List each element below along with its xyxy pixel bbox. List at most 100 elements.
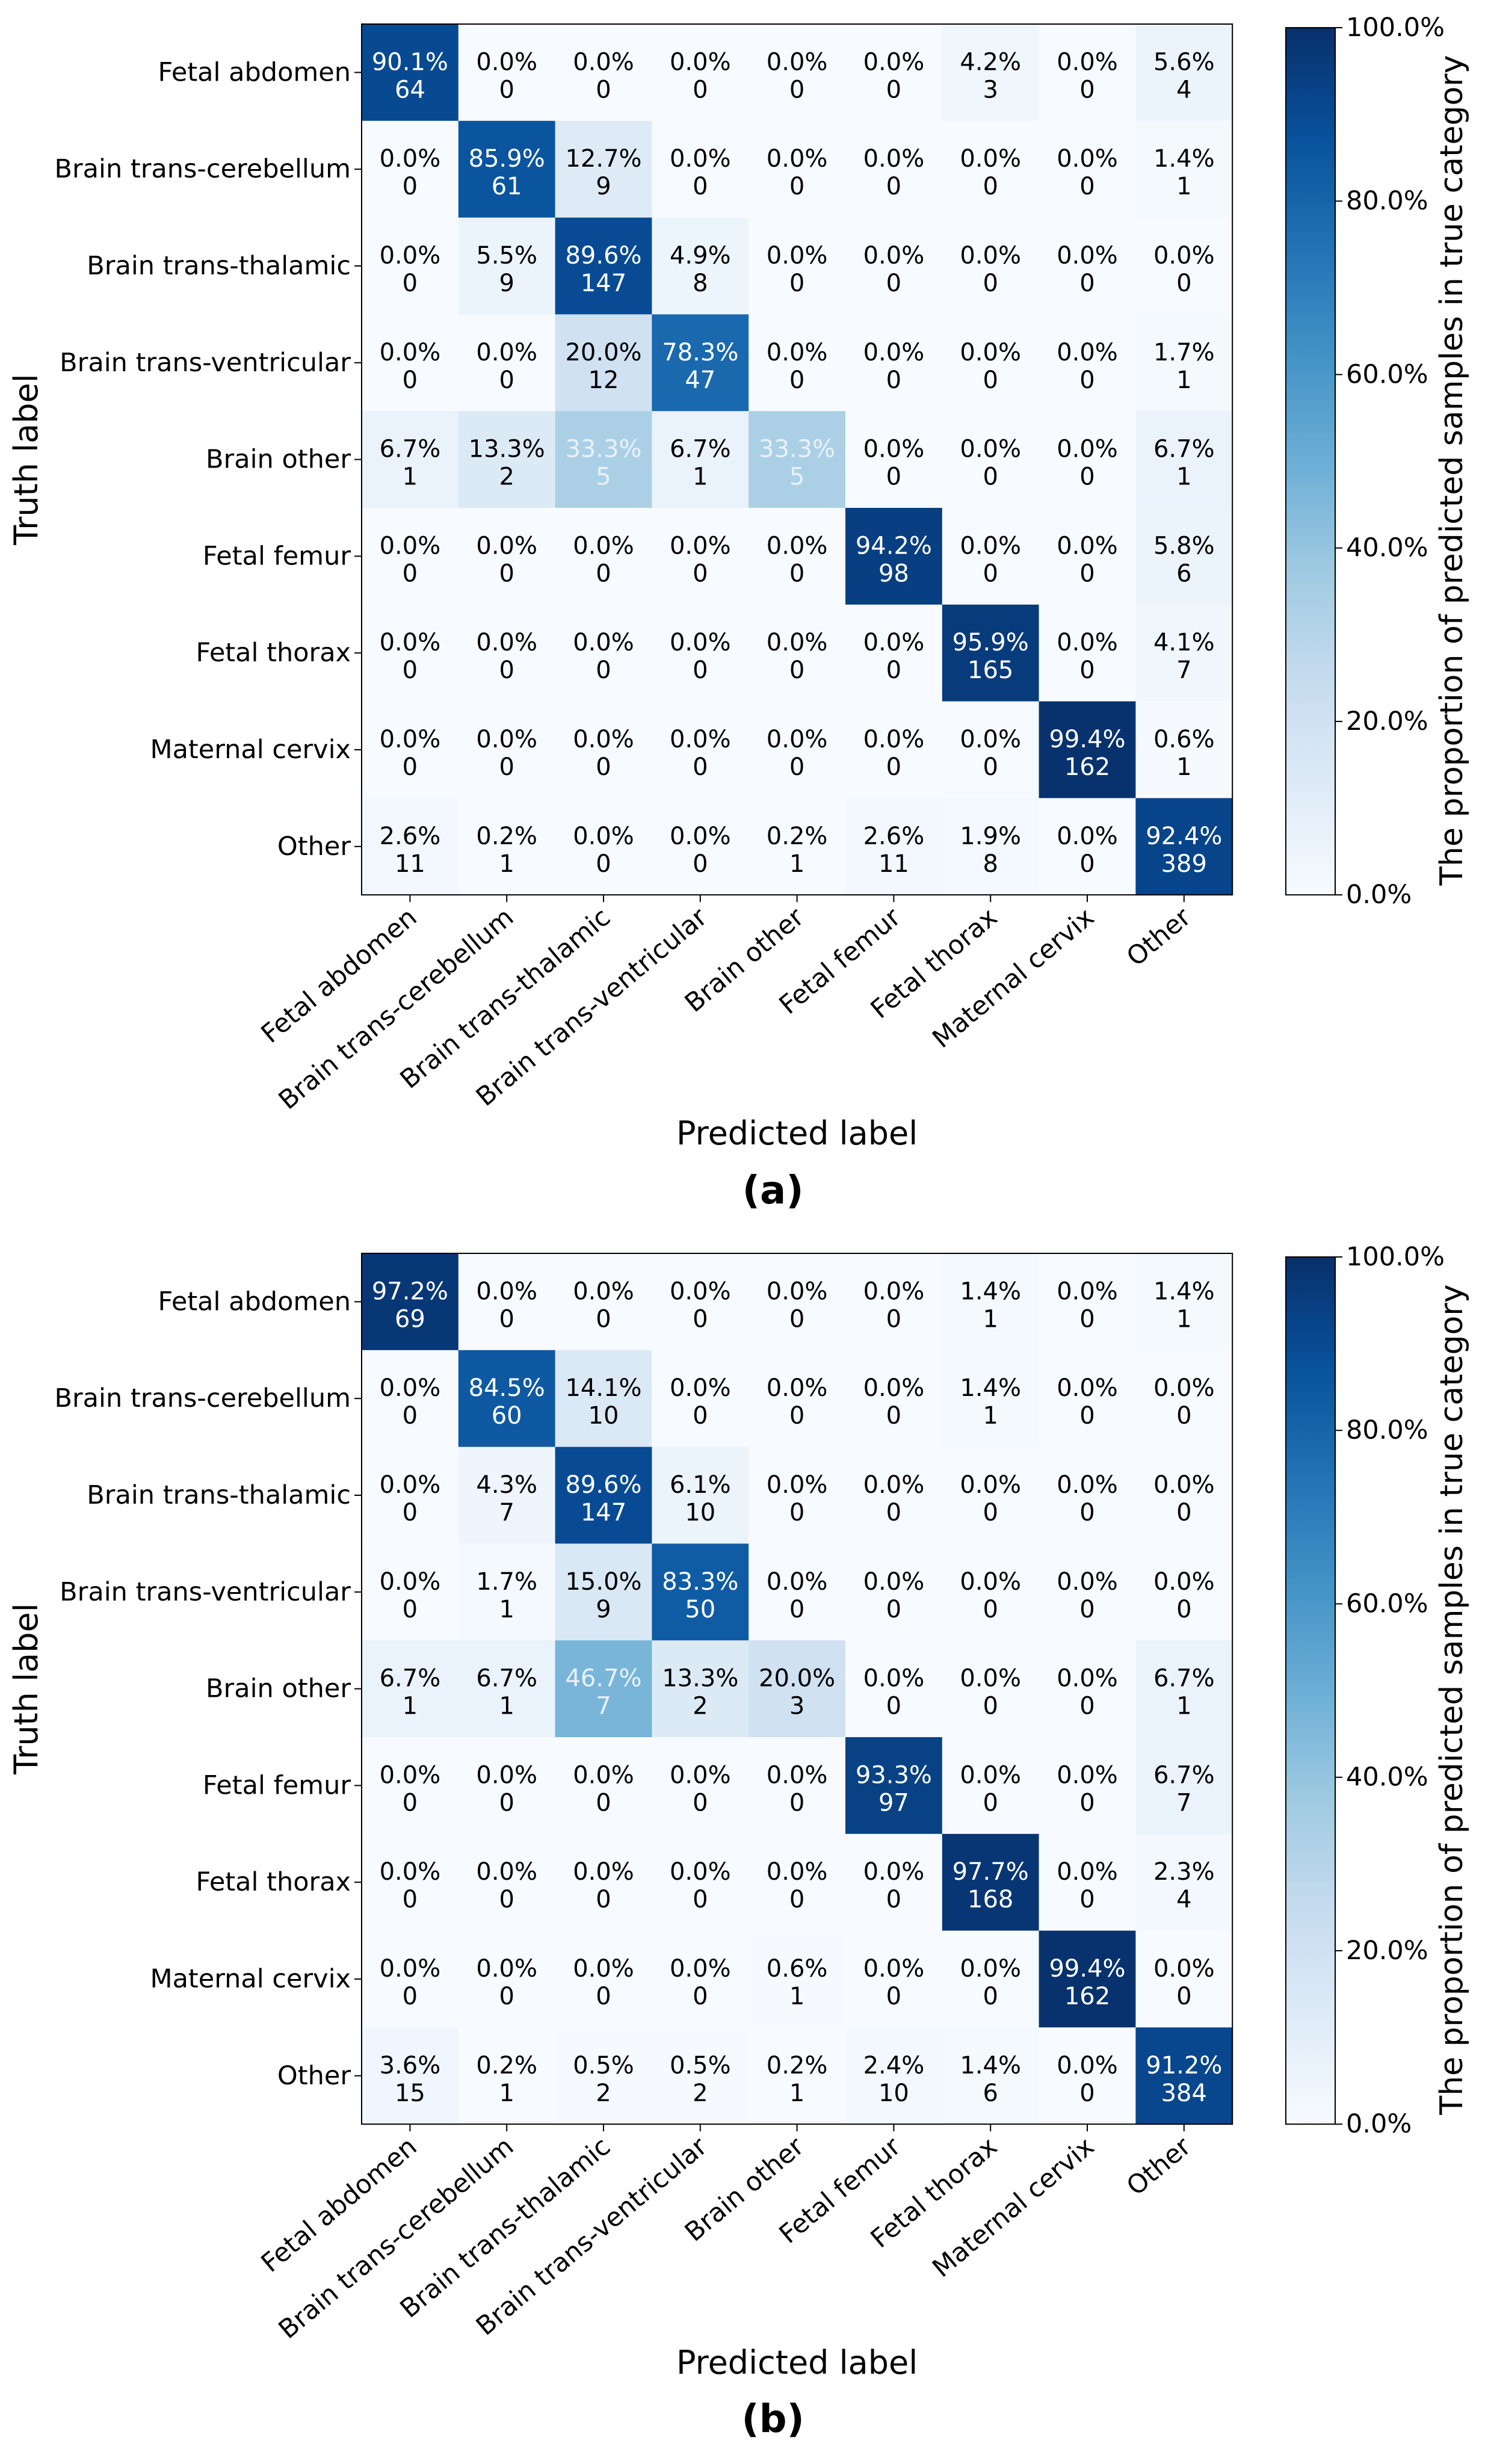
cell-percent-label: 46.7% [565,1665,641,1693]
y-tick-label: Fetal abdomen [158,1286,351,1317]
cell-percent-label: 0.0% [1057,48,1118,76]
cell-percent-label: 0.0% [767,48,828,76]
cell-percent-label: 84.5% [469,1374,545,1402]
cell-count-label: 0 [789,656,804,684]
heatmap-cell [652,217,749,315]
heatmap-cell [1039,1640,1136,1738]
heatmap-cell [362,1930,459,2028]
cell-percent-label: 0.0% [380,1955,441,1983]
cell-percent-label: 89.6% [565,242,641,270]
cell-percent-label: 0.0% [1057,1858,1118,1886]
cell-count-label: 0 [403,1983,418,2010]
heatmap-cell [362,1543,459,1641]
cell-count-label: 0 [983,1499,998,1527]
cell-percent-label: 0.0% [476,48,537,76]
y-tick-label: Fetal femur [203,1770,351,1800]
cell-percent-label: 0.0% [960,1471,1021,1499]
heatmap-cell [652,120,749,218]
cell-count-label: 0 [403,1789,418,1817]
cell-percent-label: 0.0% [767,1568,828,1596]
cell-percent-label: 0.0% [767,1858,828,1886]
cell-percent-label: 0.0% [573,1277,634,1305]
cell-percent-label: 90.1% [372,48,448,76]
cell-percent-label: 0.0% [767,1277,828,1305]
cell-percent-label: 0.0% [960,1665,1021,1693]
cell-count-label: 11 [878,850,909,878]
cell-count-label: 9 [499,270,514,297]
cell-percent-label: 0.0% [476,339,537,366]
cell-percent-label: 97.2% [372,1277,448,1305]
cell-percent-label: 6.7% [1153,1761,1215,1789]
cell-count-label: 0 [983,270,998,297]
cell-percent-label: 0.0% [476,1761,537,1789]
y-tick-label: Fetal thorax [196,638,351,668]
cell-percent-label: 0.0% [573,1761,634,1789]
heatmap-cell [845,1253,943,1351]
heatmap-cell [749,798,846,895]
colorbar-tick-label: 40.0% [1346,1762,1428,1792]
heatmap-cell [1039,120,1136,218]
cell-count-label: 7 [1176,1789,1191,1817]
heatmap-cell [749,411,846,508]
cell-percent-label: 0.0% [670,726,731,753]
cell-percent-label: 0.0% [476,726,537,753]
heatmap-cell [1135,411,1233,508]
cell-percent-label: 0.0% [380,1568,441,1596]
colorbar-title: The proportion of predicted samples in t… [1434,55,1470,886]
cell-percent-label: 0.0% [476,1955,537,1983]
cell-count-label: 0 [1079,173,1094,200]
heatmap-cell [1135,1350,1233,1448]
cell-count-label: 0 [403,173,418,200]
colorbar-tick-label: 100.0% [1346,1242,1445,1272]
cell-count-label: 8 [983,850,998,878]
x-tick-label: Maternal cervix [927,2131,1100,2283]
y-tick-label: Other [277,2061,351,2091]
heatmap-cell [749,604,846,702]
cell-count-label: 0 [886,1596,901,1623]
cell-percent-label: 1.4% [1153,145,1215,173]
cell-count-label: 0 [1079,270,1094,297]
heatmap-cell [1039,1447,1136,1544]
cell-count-label: 0 [693,753,708,781]
heatmap-cell [458,411,556,508]
heatmap-cell [845,120,943,218]
cell-count-label: 147 [581,270,626,297]
heatmap-cell [942,217,1040,315]
cell-percent-label: 0.0% [476,629,537,656]
cell-count-label: 0 [403,753,418,781]
cell-percent-label: 0.0% [380,1374,441,1402]
cell-percent-label: 0.0% [960,145,1021,173]
cell-count-label: 0 [1079,1305,1094,1333]
heatmap-cell [458,24,556,122]
y-tick-label: Fetal femur [203,541,351,571]
cell-percent-label: 14.1% [565,1374,641,1402]
cell-count-label: 8 [693,270,708,297]
cell-count-label: 0 [1079,850,1094,878]
colorbar-tick-label: 0.0% [1346,2109,1412,2139]
cell-count-label: 0 [983,173,998,200]
cell-count-label: 0 [403,270,418,297]
heatmap-cell [845,2027,943,2125]
heatmap-cell [845,1737,943,1835]
cell-percent-label: 0.0% [1057,1277,1118,1305]
heatmap-cell [652,508,749,605]
cell-percent-label: 13.3% [469,436,545,463]
heatmap-cell [1039,314,1136,412]
heatmap-cell [749,1253,846,1351]
cell-percent-label: 0.0% [1153,1568,1215,1596]
heatmap-cell [1039,2027,1136,2125]
cell-count-label: 64 [395,76,425,103]
cell-count-label: 9 [596,173,611,200]
cell-percent-label: 2.3% [1153,1858,1215,1886]
x-tick-label: Other [1121,2131,1197,2202]
cell-count-label: 0 [886,1693,901,1720]
heatmap-cell [1135,1833,1233,1931]
cell-count-label: 10 [878,2080,909,2107]
heatmap-cell [749,1640,846,1738]
cell-percent-label: 78.3% [662,339,738,366]
colorbar-tick-label: 60.0% [1346,359,1428,389]
colorbar-tick-label: 60.0% [1346,1589,1428,1619]
cell-count-label: 0 [403,1886,418,1913]
cell-count-label: 69 [395,1305,425,1333]
cell-percent-label: 6.7% [1153,1665,1215,1693]
